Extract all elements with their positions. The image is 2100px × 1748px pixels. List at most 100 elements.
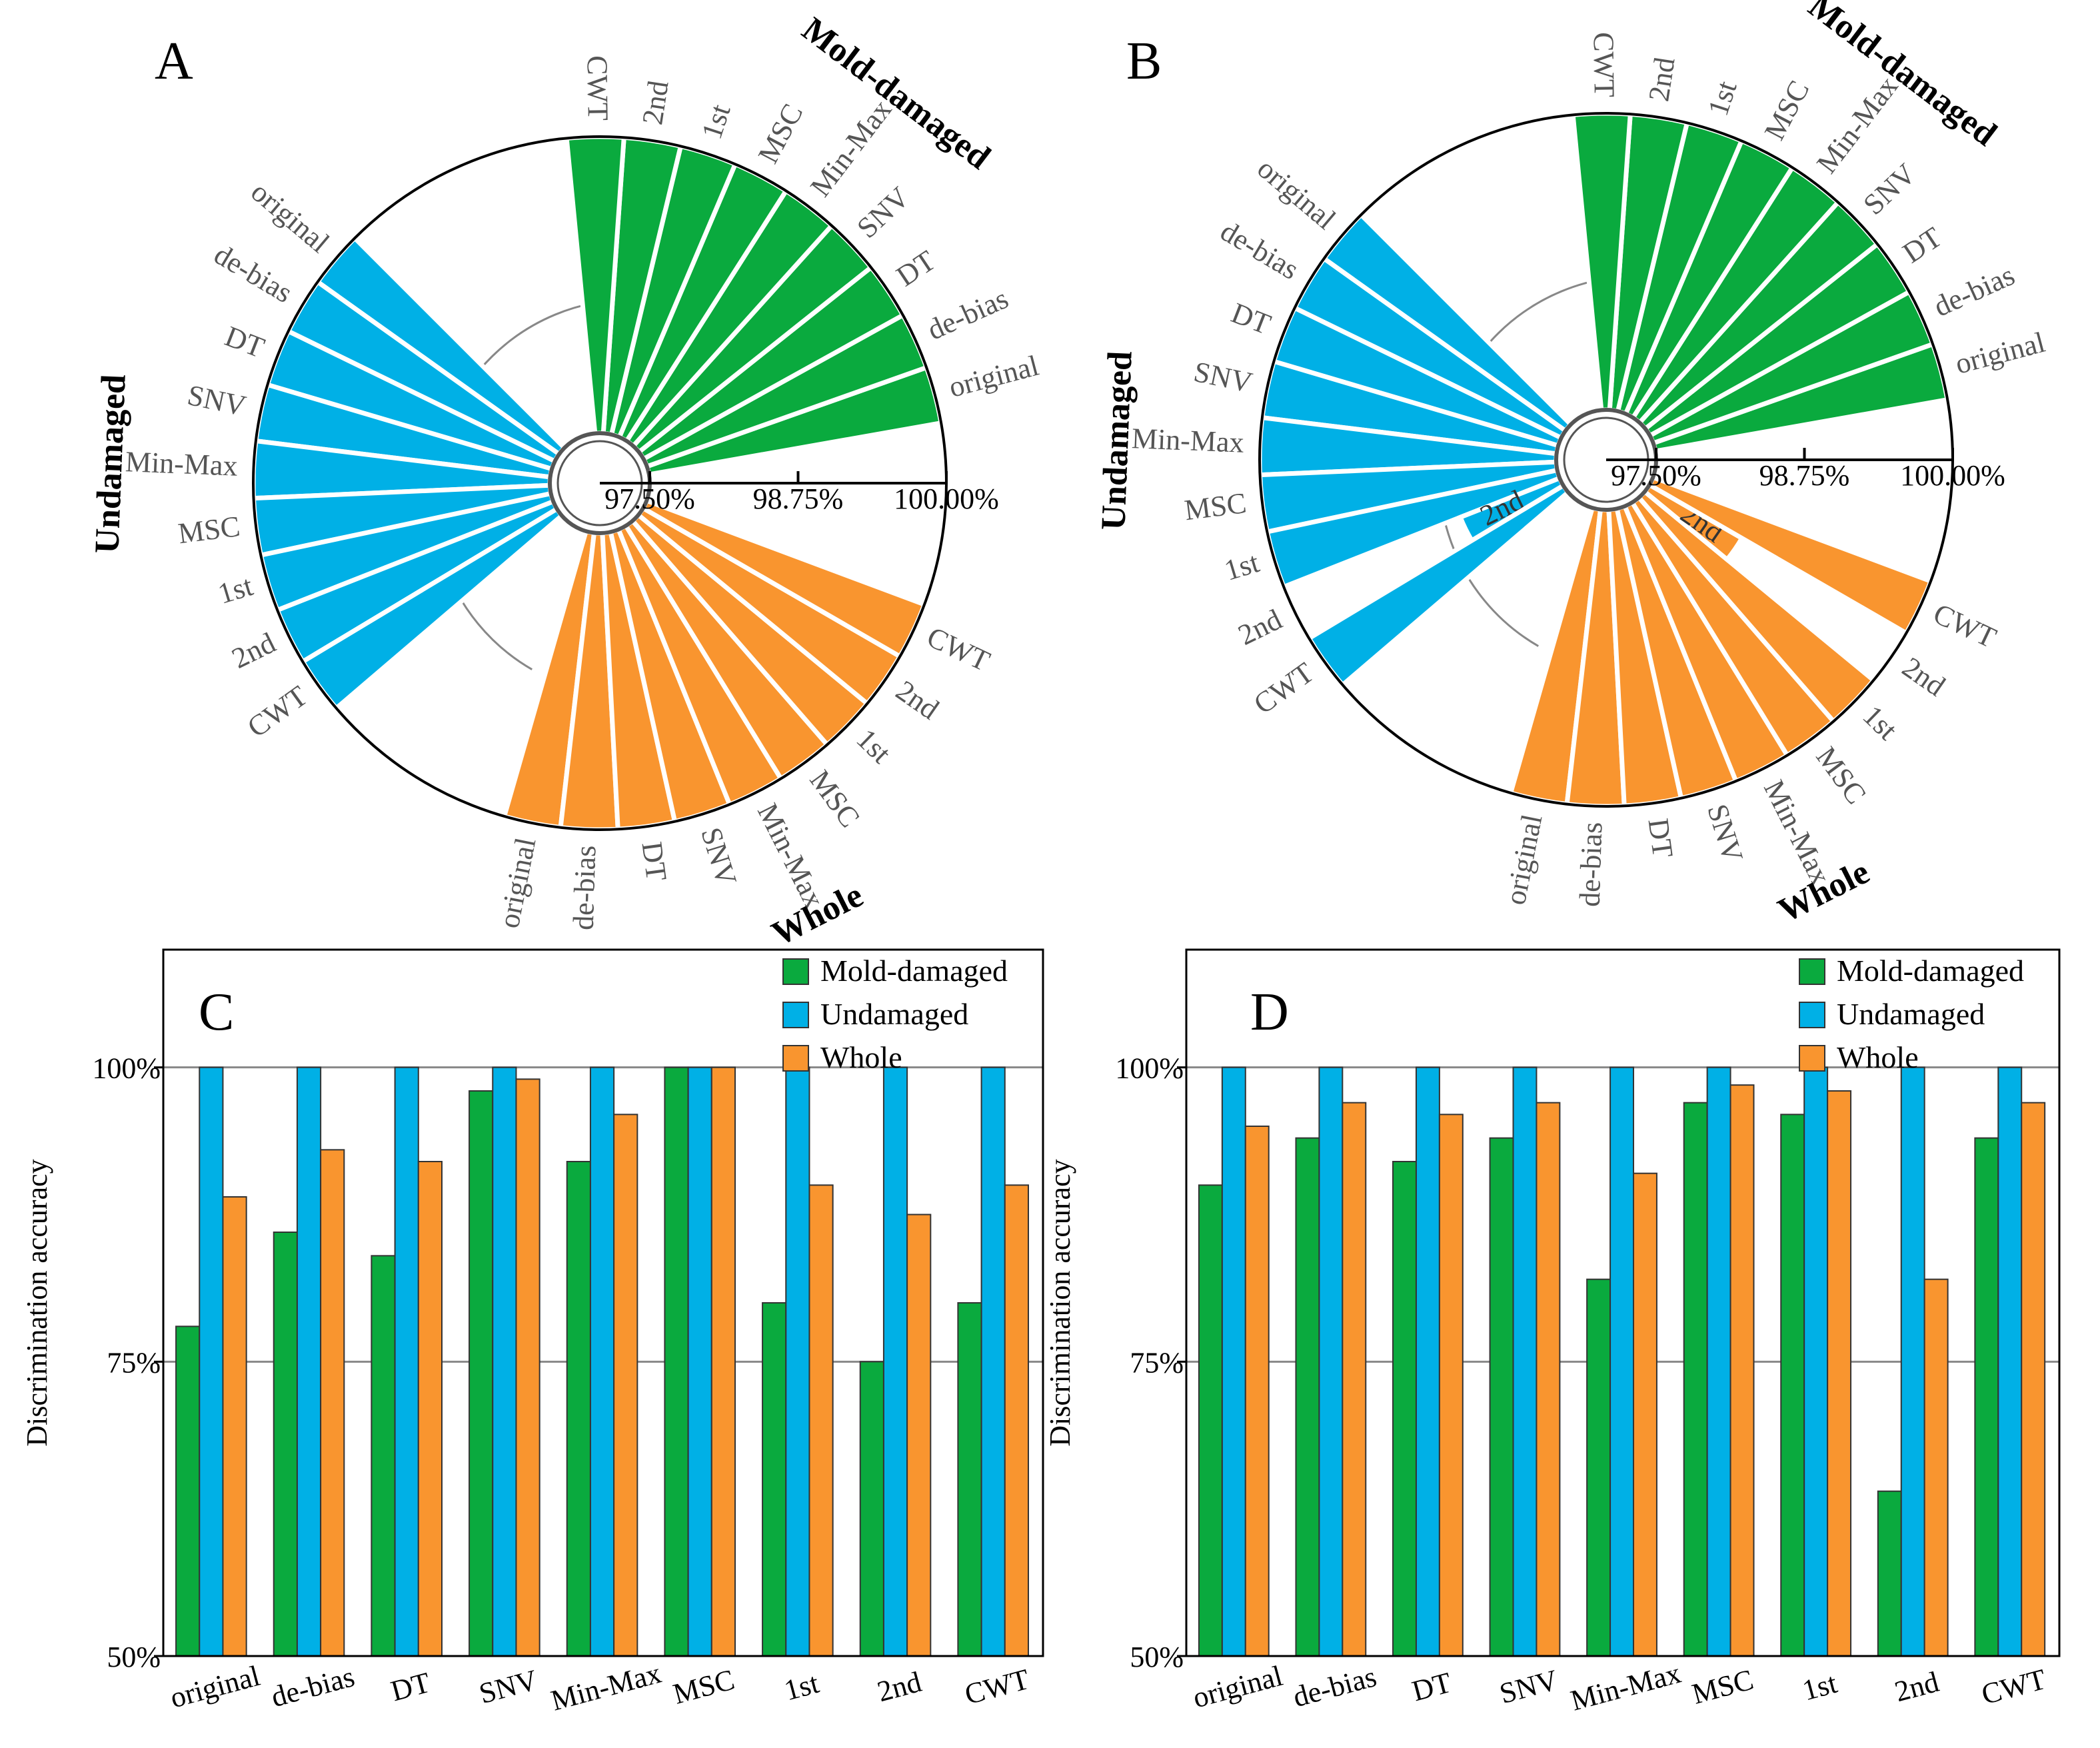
y-tick-label: 50% bbox=[1130, 1641, 1184, 1673]
bar-whole-original bbox=[1244, 1126, 1270, 1657]
y-axis-label: Discrimination accuracy bbox=[21, 1159, 53, 1446]
bar-whole-dt bbox=[1438, 1114, 1464, 1657]
bar-whole-1st bbox=[1827, 1090, 1852, 1657]
bar-whole-msc bbox=[710, 1066, 736, 1657]
legend-label-whole: Whole bbox=[1837, 1040, 1919, 1074]
legend-swatch-mold-damaged bbox=[1799, 958, 1825, 985]
bar-undamaged-1st bbox=[1803, 1066, 1829, 1657]
bar-whole-msc bbox=[1729, 1084, 1755, 1657]
radial-label-whole-de-bias: de-bias bbox=[567, 845, 602, 930]
radial-label-undamaged-min-max: Min-Max bbox=[1131, 422, 1244, 459]
bar-mold-damaged-min-max bbox=[1586, 1278, 1611, 1657]
bar-mold-damaged-msc bbox=[1683, 1102, 1708, 1657]
panel-letter-b: B bbox=[1126, 32, 1162, 91]
legend-label-undamaged: Undamaged bbox=[1837, 997, 1985, 1031]
bar-mold-damaged-snv bbox=[469, 1090, 494, 1657]
bar-whole-2nd bbox=[906, 1214, 932, 1657]
radial-label-whole-dt: DT bbox=[635, 840, 672, 883]
bar-undamaged-min-max bbox=[589, 1066, 615, 1657]
y-tick-label: 100% bbox=[1115, 1052, 1184, 1085]
radial-axis-tick-label: 98.75% bbox=[753, 482, 844, 515]
bar-mold-damaged-1st bbox=[762, 1302, 787, 1657]
bar-mold-damaged-msc bbox=[664, 1066, 689, 1657]
radial-label-undamaged-msc: MSC bbox=[176, 510, 241, 550]
bar-whole-1st bbox=[808, 1184, 834, 1657]
bar-mold-damaged-snv bbox=[1489, 1137, 1514, 1657]
y-tick-label: 100% bbox=[92, 1052, 161, 1085]
bar-undamaged-dt bbox=[1415, 1066, 1440, 1657]
bar-undamaged-original bbox=[199, 1066, 224, 1657]
y-tick-label: 50% bbox=[107, 1641, 161, 1673]
radial-label-undamaged-min-max: Min-Max bbox=[125, 445, 238, 482]
bar-mold-damaged-dt bbox=[1392, 1161, 1417, 1657]
y-tick-label: 75% bbox=[107, 1346, 161, 1379]
radial-label-mold-damaged-cwt: CWT bbox=[581, 55, 614, 121]
bar-mold-damaged-de-bias bbox=[273, 1232, 298, 1657]
bar-mold-damaged-min-max bbox=[566, 1161, 591, 1657]
bar-mold-damaged-cwt bbox=[1974, 1137, 1999, 1657]
bar-undamaged-2nd bbox=[1900, 1066, 1925, 1657]
bar-undamaged-cwt bbox=[980, 1066, 1006, 1657]
bar-undamaged-min-max bbox=[1609, 1066, 1635, 1657]
legend-swatch-mold-damaged bbox=[782, 958, 809, 985]
radial-axis-tick-label: 98.75% bbox=[1759, 459, 1850, 492]
radial-label-mold-damaged-2nd: 2nd bbox=[636, 79, 674, 127]
bar-undamaged-dt bbox=[394, 1066, 419, 1657]
radial-axis-tick-label: 100.00% bbox=[1900, 459, 2005, 492]
bar-undamaged-snv bbox=[492, 1066, 517, 1657]
legend-swatch-whole bbox=[782, 1045, 809, 1072]
radial-label-mold-damaged-cwt: CWT bbox=[1587, 32, 1621, 98]
radial-label-whole-dt: DT bbox=[1641, 816, 1679, 860]
bar-undamaged-msc bbox=[687, 1066, 712, 1657]
bar-mold-damaged-2nd bbox=[859, 1361, 884, 1657]
radial-label-whole-de-bias: de-bias bbox=[1574, 822, 1609, 907]
bar-whole-cwt bbox=[2021, 1102, 2046, 1657]
bar-undamaged-2nd bbox=[882, 1066, 908, 1657]
bar-whole-dt bbox=[417, 1161, 443, 1657]
bar-whole-snv bbox=[1536, 1102, 1561, 1657]
bar-mold-damaged-dt bbox=[371, 1255, 396, 1657]
bar-whole-cwt bbox=[1004, 1184, 1030, 1657]
bar-whole-min-max bbox=[613, 1114, 638, 1657]
bar-undamaged-msc bbox=[1706, 1066, 1731, 1657]
bar-chart-c: 50%75%100%original de-bias DT SNV Min-Max MSC… bbox=[21, 948, 1044, 1717]
bar-whole-de-bias bbox=[320, 1149, 345, 1657]
y-axis-label: Discrimination accuracy bbox=[1044, 1159, 1076, 1446]
bar-mold-damaged-original bbox=[175, 1325, 201, 1657]
bar-whole-2nd bbox=[1923, 1278, 1949, 1657]
legend-swatch-undamaged bbox=[1799, 1002, 1825, 1028]
bar-undamaged-snv bbox=[1512, 1066, 1538, 1657]
plot-frame bbox=[1185, 948, 2061, 1657]
radial-label-mold-damaged-2nd: 2nd bbox=[1642, 55, 1681, 104]
bar-mold-damaged-2nd bbox=[1877, 1490, 1902, 1657]
radial-axis-tick-label: 97.50% bbox=[604, 482, 695, 515]
radial-label-undamaged-msc: MSC bbox=[1182, 486, 1248, 526]
bar-whole-original bbox=[222, 1196, 247, 1657]
bar-mold-damaged-cwt bbox=[957, 1302, 982, 1657]
bar-whole-de-bias bbox=[1342, 1102, 1367, 1657]
legend-label-mold-damaged: Mold-damaged bbox=[1837, 954, 2024, 988]
panel-letter-c: C bbox=[199, 983, 234, 1042]
radial-axis-tick-label: 97.50% bbox=[1611, 459, 1701, 492]
radial-group-title-undamaged: Undamaged bbox=[88, 374, 133, 554]
panel-letter-a: A bbox=[155, 32, 193, 91]
bar-mold-damaged-original bbox=[1198, 1184, 1223, 1657]
bar-undamaged-cwt bbox=[1997, 1066, 2023, 1657]
legend-label-whole: Whole bbox=[820, 1040, 902, 1074]
legend-label-mold-damaged: Mold-damaged bbox=[820, 954, 1008, 988]
legend-swatch-undamaged bbox=[782, 1002, 809, 1028]
bar-mold-damaged-1st bbox=[1780, 1114, 1805, 1657]
bar-undamaged-1st bbox=[785, 1066, 810, 1657]
bar-undamaged-original bbox=[1221, 1066, 1246, 1657]
y-tick-label: 75% bbox=[1130, 1346, 1184, 1379]
bar-undamaged-de-bias bbox=[296, 1066, 322, 1657]
radial-group-title-undamaged: Undamaged bbox=[1094, 351, 1140, 531]
legend-label-undamaged: Undamaged bbox=[820, 997, 968, 1031]
legend-swatch-whole bbox=[1799, 1045, 1825, 1072]
bar-undamaged-de-bias bbox=[1318, 1066, 1344, 1657]
radial-axis-tick-label: 100.00% bbox=[894, 482, 999, 515]
bar-mold-damaged-de-bias bbox=[1295, 1137, 1320, 1657]
bar-whole-snv bbox=[515, 1078, 540, 1657]
plot-frame bbox=[162, 948, 1044, 1657]
